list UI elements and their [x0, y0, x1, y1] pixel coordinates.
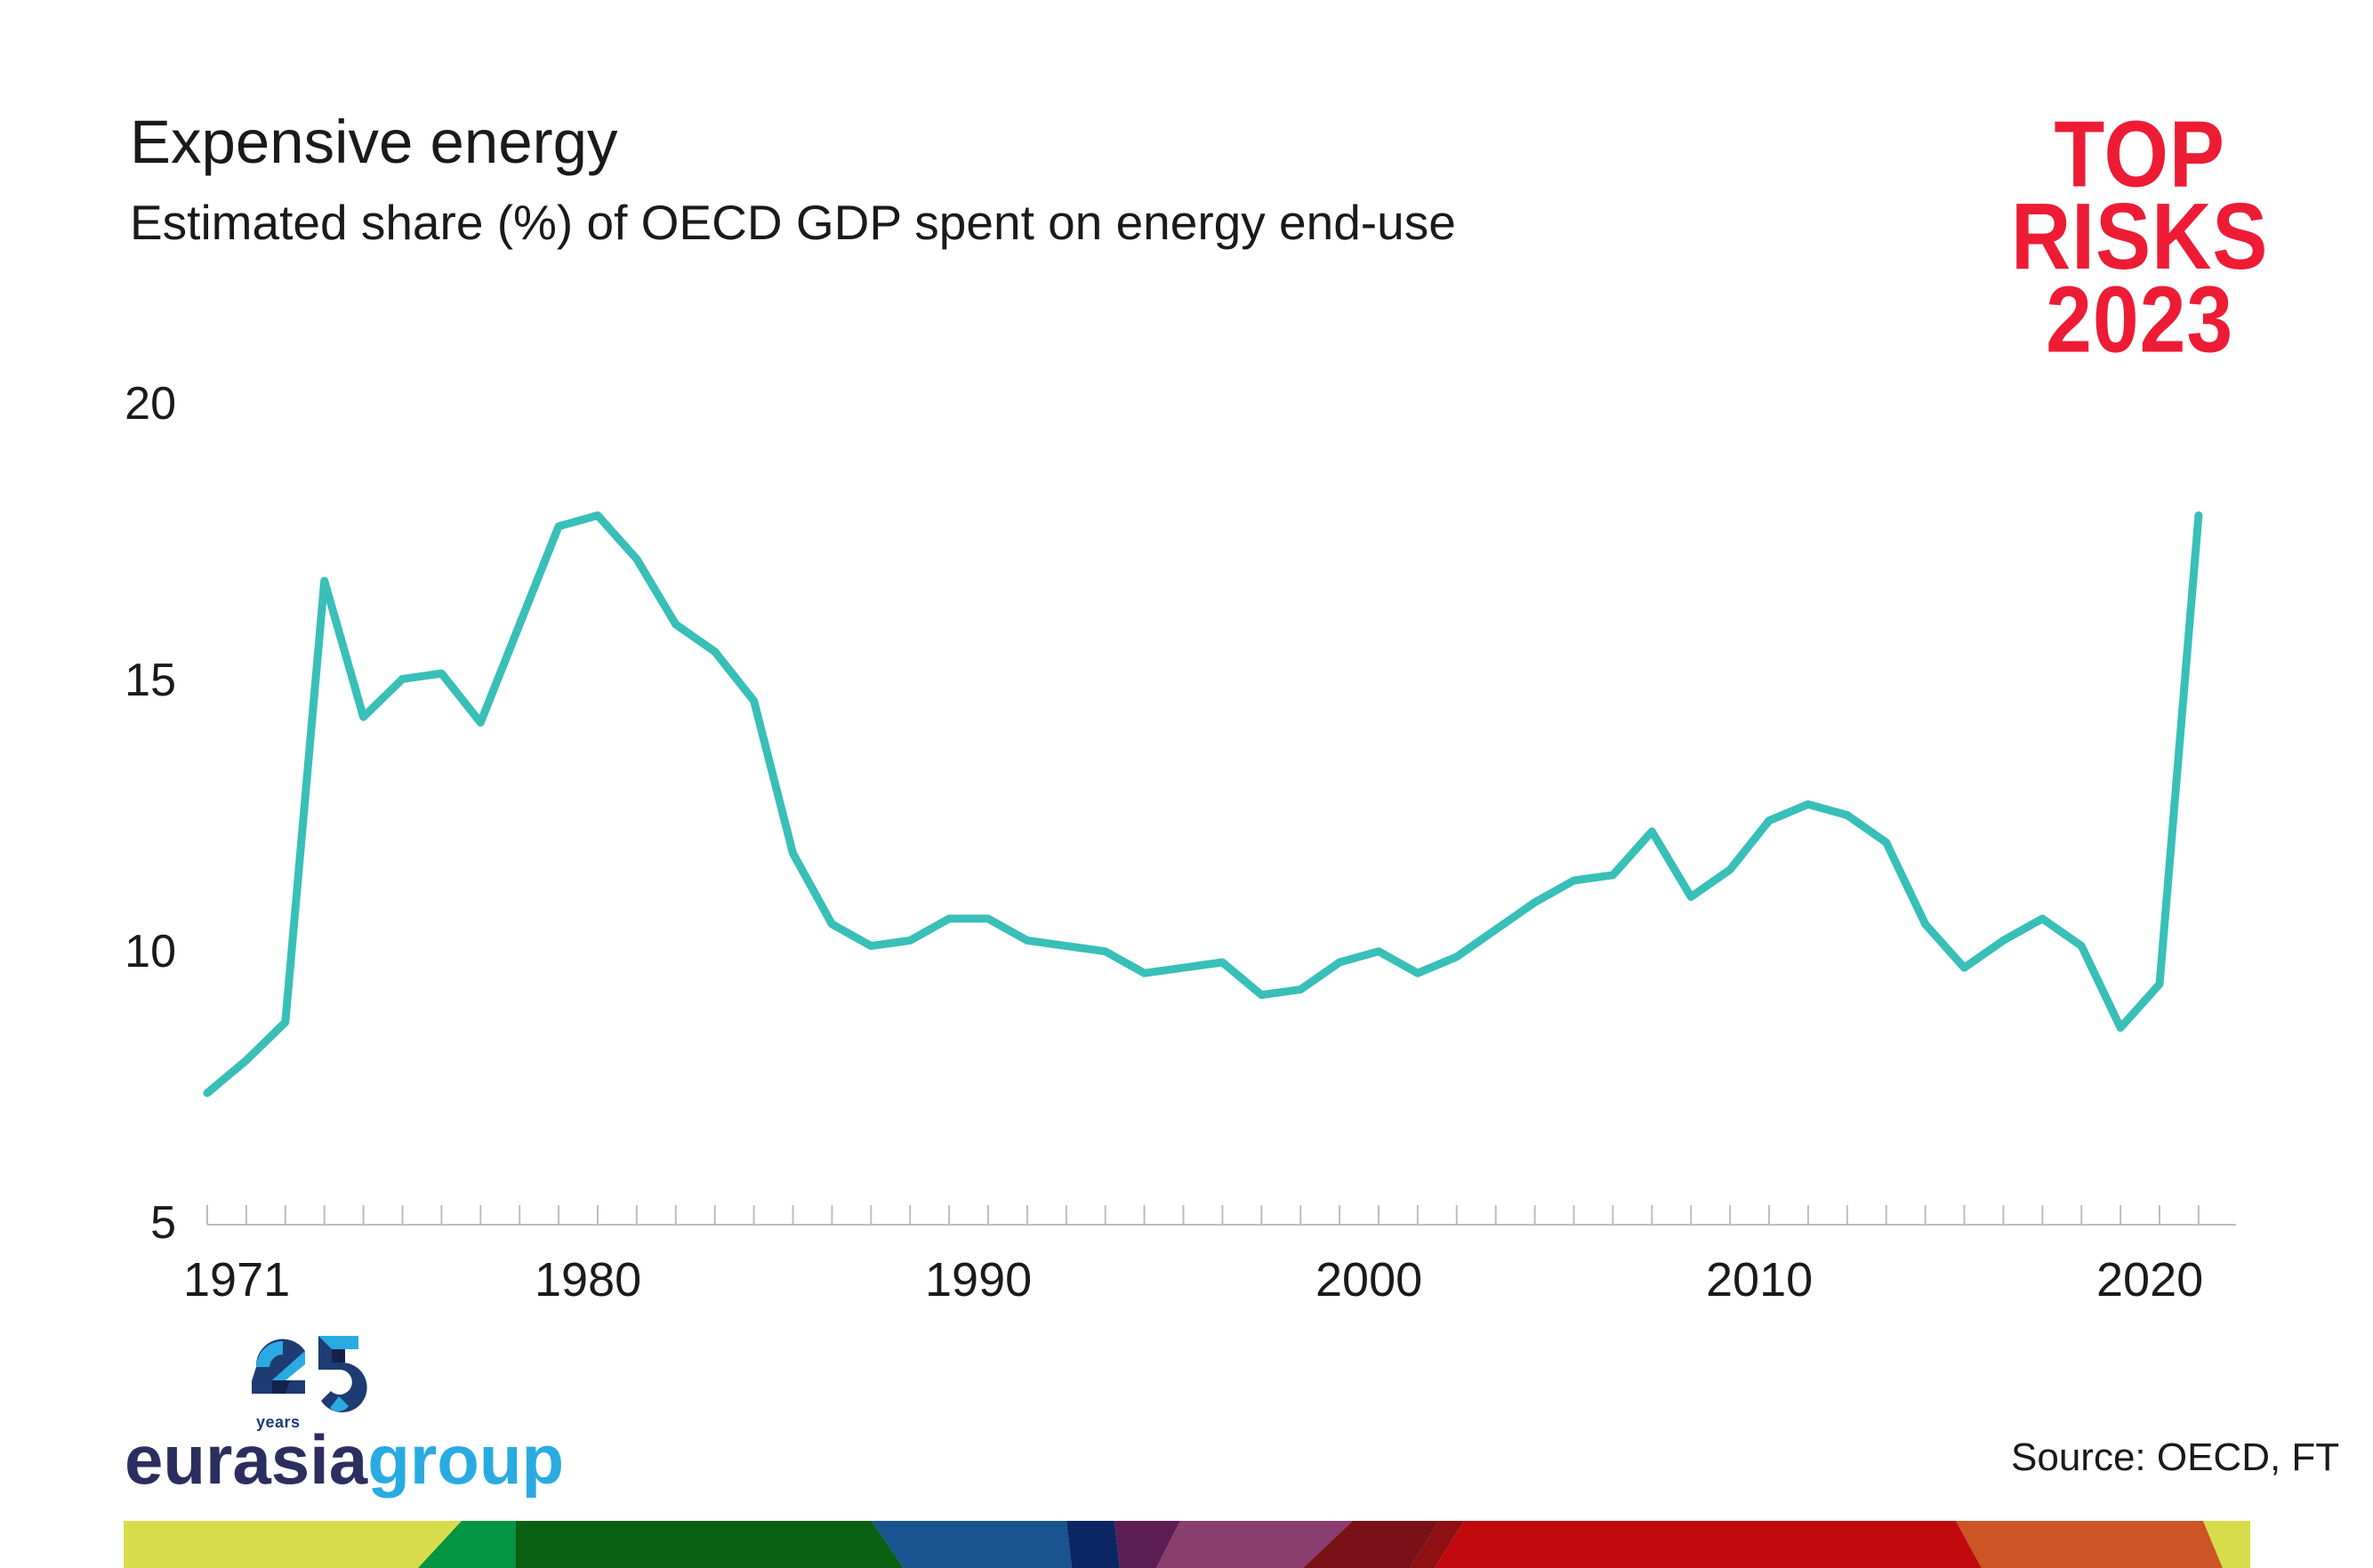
svg-text:years: years [256, 1413, 301, 1431]
